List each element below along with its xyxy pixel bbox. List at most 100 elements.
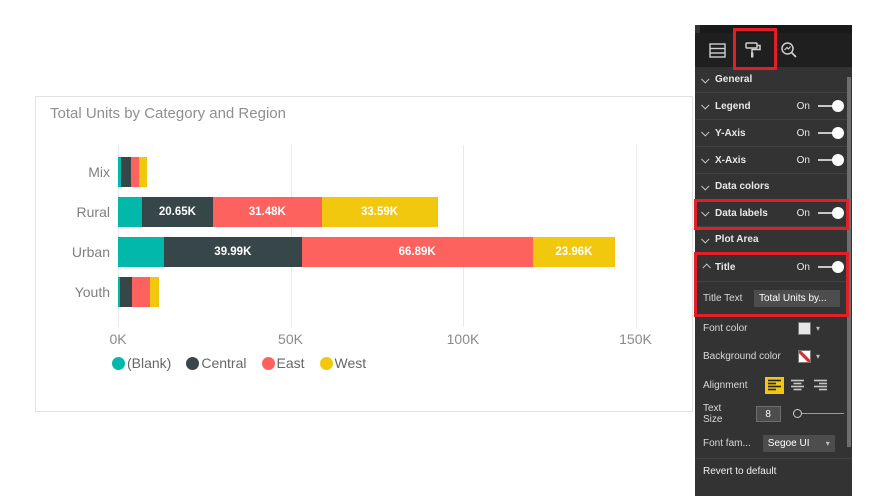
bar-segment-east[interactable] (131, 157, 140, 187)
section-label: Data labels (715, 207, 768, 219)
bar-segment-west[interactable] (139, 157, 148, 187)
font-color-picker[interactable]: ▾ (797, 321, 820, 335)
revert-to-default-button[interactable]: Revert to default (703, 466, 777, 477)
pane-section-data-labels[interactable]: Data labels On (695, 200, 852, 227)
legend-dot (112, 356, 125, 370)
toggle-state-label: On (796, 100, 810, 112)
font-family-dropdown[interactable]: Segoe UI ▾ (762, 434, 835, 452)
bar-segment-blank[interactable] (118, 237, 164, 267)
alignment-label: Alignment (703, 379, 748, 391)
bar-segment-blank[interactable] (118, 157, 122, 187)
legend-label: (Blank) (127, 355, 172, 371)
pane-sections: General Legend On Y-Axis On X-Axis On (695, 67, 852, 484)
chart-title: Total Units by Category and Region (50, 105, 286, 122)
text-size-label: Text Size (703, 403, 723, 425)
pane-section-title[interactable]: Title On (695, 253, 852, 282)
legend-dot (186, 356, 200, 370)
bar-segment-central[interactable] (121, 157, 132, 187)
font-family-label: Font fam... (703, 437, 751, 449)
pane-section-y-axis[interactable]: Y-Axis On (695, 120, 852, 147)
gridline (118, 145, 119, 327)
gridline (463, 145, 464, 327)
section-label: Y-Axis (715, 127, 746, 139)
chevron-down-icon (701, 128, 710, 137)
align-left-button[interactable] (765, 376, 784, 394)
data-label: 20.65K (158, 206, 196, 218)
bar-segment-east[interactable]: 66.89K (301, 237, 533, 267)
tab-fields[interactable] (705, 38, 729, 62)
text-size-row: Text Size 8 (695, 400, 852, 428)
bar-segment-east[interactable] (132, 277, 151, 307)
chevron-down-icon (701, 181, 710, 191)
data-label: 31.48K (248, 206, 286, 218)
text-size-slider[interactable] (792, 409, 844, 419)
legend-item[interactable]: East (261, 355, 305, 371)
magnifier-chart-icon (781, 42, 797, 58)
pane-section-plot-area[interactable]: Plot Area (695, 227, 852, 253)
text-size-input[interactable]: 8 (755, 406, 781, 422)
chevron-down-icon (701, 101, 710, 110)
data-label: 23.96K (555, 246, 593, 258)
pane-section-data-colors[interactable]: Data colors (695, 174, 852, 200)
bar-segment-blank[interactable] (118, 197, 142, 227)
gridline (635, 145, 637, 327)
revert-row: Revert to default (695, 458, 852, 484)
title-toggle[interactable] (818, 260, 844, 274)
section-label: Title (715, 261, 736, 273)
bar-segment-west[interactable] (150, 277, 159, 307)
toggle-state-label: On (796, 127, 810, 139)
section-label: Legend (715, 100, 751, 112)
y-axis-toggle[interactable] (818, 126, 844, 140)
pane-tab-bar (695, 33, 852, 67)
title-text-row: Title Text Total Units by... (695, 282, 852, 314)
pane-section-general[interactable]: General (695, 67, 852, 93)
tab-format[interactable] (741, 38, 765, 62)
bar-row: Youth (44, 277, 686, 307)
x-axis-tick-label: 0K (109, 331, 127, 347)
align-left-icon (768, 379, 781, 391)
legend-item[interactable]: West (319, 355, 366, 371)
legend: (Blank) Central East West (112, 355, 366, 371)
chevron-down-icon: ▾ (825, 438, 830, 448)
format-pane: General Legend On Y-Axis On X-Axis On (695, 25, 852, 496)
bar-segment-central[interactable]: 39.99K (163, 237, 302, 267)
stacked-bar: 20.65K 31.48K 33.59K (118, 197, 438, 227)
font-color-swatch (797, 321, 811, 335)
align-right-button[interactable] (811, 377, 830, 394)
background-color-label: Background color (703, 350, 781, 362)
legend-item[interactable]: Central (186, 355, 247, 371)
bar-segment-west[interactable]: 23.96K (532, 237, 616, 267)
bar-row: Rural 20.65K 31.48K 33.59K (44, 197, 686, 227)
bar-segment-central[interactable] (120, 277, 133, 307)
background-color-picker[interactable]: ▾ (797, 349, 820, 363)
toggle-state-label: On (796, 261, 810, 273)
align-right-icon (814, 379, 827, 391)
data-label: 39.99K (214, 246, 252, 258)
data-label: 33.59K (361, 206, 399, 218)
legend-toggle[interactable] (818, 99, 844, 113)
stacked-bar: 39.99K 66.89K 23.96K (118, 237, 616, 267)
bar-segment-east[interactable]: 31.48K (213, 197, 322, 227)
font-color-row: Font color ▾ (695, 314, 852, 342)
pane-section-x-axis[interactable]: X-Axis On (695, 147, 852, 174)
x-axis-toggle[interactable] (818, 153, 844, 167)
font-family-row: Font fam... Segoe UI ▾ (695, 428, 852, 458)
chevron-down-icon (701, 208, 710, 217)
font-color-label: Font color (703, 322, 748, 334)
legend-dot (261, 356, 275, 370)
bar-segment-west[interactable]: 33.59K (321, 197, 438, 227)
legend-item[interactable]: (Blank) (112, 355, 171, 371)
pane-section-legend[interactable]: Legend On (695, 93, 852, 120)
bar-segment-blank[interactable] (118, 277, 121, 307)
x-axis-tick-label: 150K (619, 331, 652, 347)
bar-segment-central[interactable]: 20.65K (141, 197, 214, 227)
legend-label: Central (201, 355, 247, 371)
chart-card[interactable]: Total Units by Category and Region Mix Ru… (35, 96, 693, 412)
title-text-label: Title Text (703, 292, 743, 304)
title-text-input[interactable]: Total Units by... (754, 289, 840, 307)
data-labels-toggle[interactable] (818, 206, 844, 220)
align-center-button[interactable] (788, 377, 807, 394)
pane-scrollbar[interactable] (847, 77, 851, 447)
chevron-up-icon (702, 263, 711, 272)
tab-analytics[interactable] (777, 38, 801, 62)
